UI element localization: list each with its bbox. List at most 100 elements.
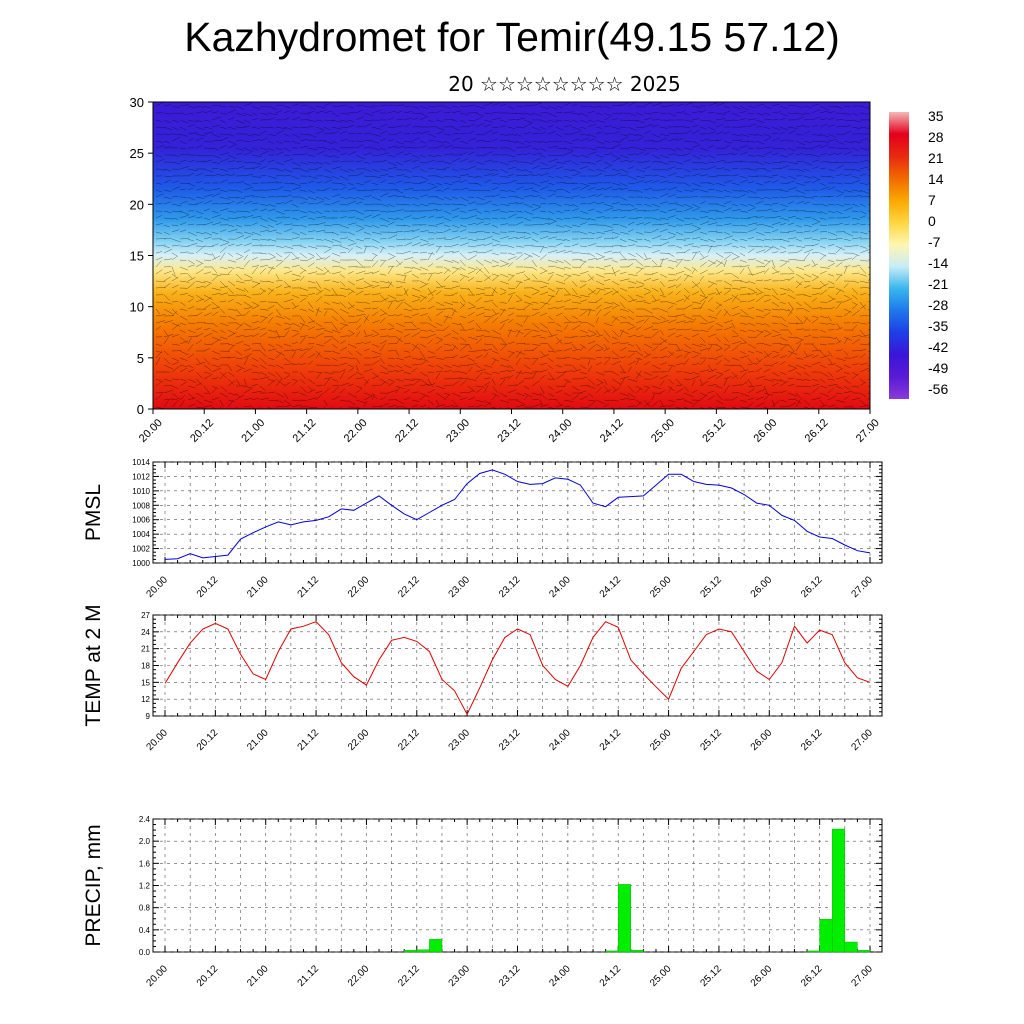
wind-barb bbox=[259, 196, 267, 198]
wind-barb bbox=[195, 210, 204, 215]
wind-barb bbox=[307, 139, 317, 142]
wind-barb bbox=[451, 230, 459, 233]
wind-barb bbox=[315, 392, 324, 401]
wind-barb bbox=[507, 352, 515, 359]
wind-barb bbox=[291, 342, 298, 345]
wind-barb bbox=[291, 231, 300, 236]
wind-barb bbox=[163, 400, 170, 408]
wind-barb bbox=[683, 287, 690, 294]
wind-barb bbox=[547, 249, 558, 254]
wind-barb bbox=[635, 267, 644, 275]
wind-barb bbox=[211, 357, 219, 360]
wind-barb bbox=[859, 353, 866, 359]
wind-barb bbox=[699, 161, 708, 165]
wind-barb bbox=[171, 385, 179, 389]
wind-barb bbox=[587, 201, 597, 205]
wind-barb bbox=[515, 280, 523, 283]
wind-barb bbox=[251, 305, 259, 310]
wind-barb bbox=[843, 195, 852, 198]
wind-barb bbox=[827, 395, 837, 401]
wind-barb bbox=[251, 222, 258, 226]
wind-barb bbox=[235, 152, 243, 156]
wind-barb bbox=[339, 287, 349, 291]
wind-barb bbox=[531, 291, 540, 296]
wind-barb bbox=[555, 238, 566, 241]
wind-barb bbox=[507, 173, 514, 177]
wind-barb bbox=[323, 238, 334, 243]
wind-barb bbox=[363, 314, 369, 324]
wind-barb bbox=[227, 210, 237, 213]
wind-barb bbox=[811, 133, 822, 136]
wind-barb bbox=[395, 299, 405, 303]
wind-barb bbox=[483, 294, 494, 297]
wind-barb bbox=[467, 270, 476, 275]
wind-barb bbox=[483, 179, 492, 184]
wind-barb bbox=[171, 238, 181, 243]
wind-barb bbox=[435, 140, 445, 144]
wind-barb bbox=[827, 383, 838, 387]
wind-barb bbox=[579, 203, 587, 205]
wind-barb bbox=[667, 284, 677, 289]
wind-barb bbox=[347, 399, 356, 406]
wind-barb bbox=[771, 126, 781, 131]
wind-barb bbox=[643, 221, 651, 226]
wind-barb bbox=[459, 344, 468, 352]
wind-barb bbox=[331, 315, 338, 322]
wind-barb bbox=[155, 189, 163, 193]
wind-barb bbox=[419, 266, 429, 271]
wind-barb bbox=[427, 322, 437, 329]
wind-barb bbox=[187, 277, 196, 282]
wind-barb bbox=[771, 259, 776, 268]
wind-barb bbox=[747, 315, 755, 319]
wind-barb bbox=[427, 119, 434, 123]
wind-barb bbox=[699, 252, 705, 258]
wind-barb bbox=[227, 345, 234, 352]
wind-barb bbox=[491, 378, 496, 386]
wind-barb bbox=[203, 174, 212, 177]
wind-barb bbox=[715, 385, 723, 389]
pmsl-xtick-label: 25.12 bbox=[698, 574, 724, 600]
wind-barb bbox=[835, 245, 845, 251]
temp2m-xtick-label: 23.12 bbox=[497, 727, 523, 753]
wind-barb bbox=[627, 378, 638, 382]
wind-barb bbox=[787, 367, 798, 373]
wind-barb bbox=[715, 210, 724, 213]
wind-barb bbox=[195, 322, 206, 324]
wind-barb bbox=[435, 255, 444, 261]
wind-barb bbox=[203, 119, 211, 122]
wind-barb bbox=[467, 287, 474, 296]
wind-barb bbox=[699, 147, 709, 151]
wind-barb bbox=[435, 126, 446, 131]
wind-barb bbox=[291, 209, 300, 212]
wind-barb bbox=[787, 402, 796, 408]
precip-bar bbox=[844, 941, 858, 953]
wind-barb bbox=[755, 308, 764, 312]
wind-barb bbox=[299, 371, 306, 379]
wind-barb bbox=[235, 357, 243, 360]
wind-barb bbox=[539, 236, 549, 240]
wind-barb bbox=[755, 182, 764, 186]
wind-barb bbox=[459, 140, 469, 144]
wind-barb bbox=[435, 189, 444, 192]
wind-barb bbox=[155, 301, 164, 303]
wind-barb bbox=[323, 387, 331, 394]
wind-barb bbox=[499, 318, 509, 324]
wind-barb bbox=[267, 379, 276, 387]
wind-barb bbox=[667, 104, 675, 107]
wind-barb bbox=[739, 355, 750, 359]
wind-barb bbox=[635, 180, 645, 184]
wind-barb bbox=[507, 140, 518, 143]
wind-barb bbox=[691, 363, 700, 366]
wind-barb bbox=[267, 266, 276, 270]
wind-barb bbox=[467, 245, 476, 248]
wind-barb bbox=[531, 311, 540, 317]
wind-barb bbox=[747, 357, 753, 364]
wind-barb bbox=[299, 126, 309, 129]
wind-barb bbox=[699, 394, 708, 401]
wind-barb bbox=[563, 119, 572, 122]
wind-barb bbox=[803, 294, 812, 298]
wind-barb bbox=[571, 195, 580, 198]
wind-barb bbox=[363, 112, 374, 116]
pmsl-series-line bbox=[164, 469, 871, 560]
wind-barb bbox=[859, 322, 867, 325]
